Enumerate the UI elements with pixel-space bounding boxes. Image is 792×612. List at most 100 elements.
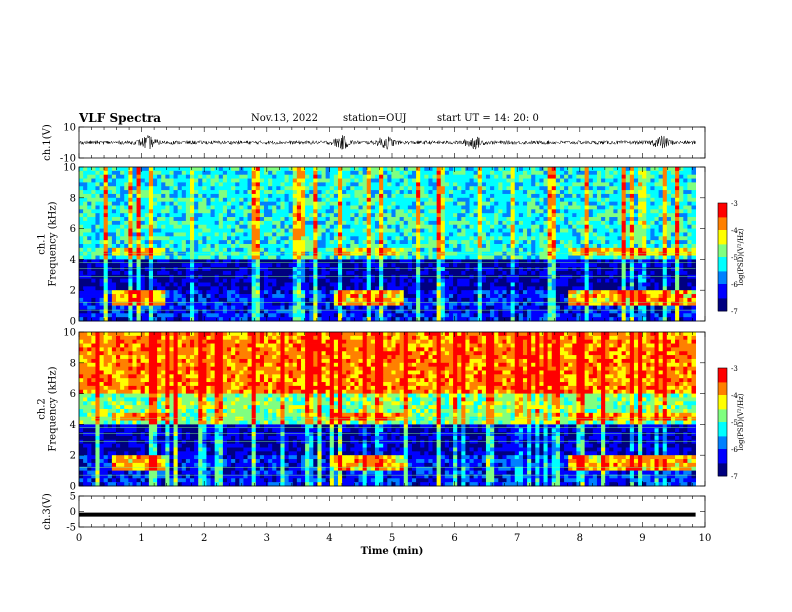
spectrogram-cell bbox=[358, 236, 364, 241]
spectrogram-cell bbox=[473, 178, 479, 183]
spectrogram-cell bbox=[588, 270, 594, 276]
spectrogram-cell bbox=[576, 232, 581, 237]
spectrogram-cell bbox=[642, 201, 647, 206]
spectrogram-cell bbox=[683, 186, 688, 191]
spectrogram-cell bbox=[346, 205, 351, 210]
spectrogram-cell bbox=[263, 240, 269, 245]
spectrogram-cell bbox=[638, 178, 643, 183]
spectrogram-cell bbox=[469, 232, 475, 237]
spectrogram-cell bbox=[362, 240, 368, 245]
spectrogram-cell bbox=[144, 267, 150, 272]
spectrogram-cell bbox=[173, 282, 179, 287]
spectrogram-cell bbox=[333, 167, 339, 172]
spectrogram-cell bbox=[646, 244, 651, 249]
spectrogram-cell bbox=[99, 294, 105, 299]
spectrogram-cell bbox=[547, 178, 553, 183]
spectrogram-cell bbox=[650, 270, 655, 276]
spectrogram-cell bbox=[633, 205, 639, 210]
spectrogram-cell bbox=[576, 205, 581, 210]
spectrogram-cell bbox=[440, 270, 446, 276]
spectrogram-cell bbox=[543, 236, 549, 241]
spectrogram-cell bbox=[157, 263, 162, 268]
spectrogram-cell bbox=[300, 205, 306, 210]
spectrogram-cell bbox=[358, 197, 364, 203]
spectrogram-cell bbox=[469, 182, 475, 187]
spectrogram-cell bbox=[613, 263, 618, 268]
spectrogram-cell bbox=[424, 247, 429, 253]
spectrogram-cell bbox=[494, 270, 499, 276]
spectrogram-cell bbox=[120, 217, 125, 222]
spectrogram-cell bbox=[498, 263, 503, 268]
spectrogram-cell bbox=[189, 259, 195, 264]
spectrogram-cell bbox=[617, 186, 623, 191]
spectrogram-cell bbox=[670, 197, 676, 203]
spectrogram-cell bbox=[165, 170, 170, 176]
spectrogram-cell bbox=[625, 240, 631, 245]
spectrogram-cell bbox=[148, 247, 154, 253]
spectrogram-cell bbox=[584, 259, 590, 264]
spectrogram-cell bbox=[152, 263, 158, 268]
spectrogram-cell bbox=[272, 286, 277, 291]
spectrogram-cell bbox=[87, 170, 92, 176]
spectrogram-cell bbox=[317, 236, 322, 241]
spectrogram-cell bbox=[284, 209, 290, 214]
spectrogram-cell bbox=[420, 247, 425, 253]
spectrogram-cell bbox=[416, 236, 421, 241]
spectrogram-cell bbox=[531, 228, 536, 233]
spectrogram-cell bbox=[272, 217, 277, 222]
spectrogram-cell bbox=[481, 178, 487, 183]
spectrogram-cell bbox=[551, 213, 557, 218]
spectrogram-cell bbox=[263, 263, 269, 268]
spectrogram-cell bbox=[485, 259, 491, 264]
spectrogram-cell bbox=[403, 174, 409, 179]
spectrogram-cell bbox=[95, 228, 100, 233]
spectrogram-cell bbox=[128, 232, 133, 237]
spectrogram-cell bbox=[646, 197, 651, 203]
spectrogram-cell bbox=[247, 244, 253, 249]
spectrogram-cell bbox=[231, 244, 236, 249]
spectrogram-cell bbox=[428, 217, 433, 222]
spectrogram-cell bbox=[650, 186, 655, 191]
spectrogram-cell bbox=[448, 186, 454, 191]
spectrogram-cell bbox=[461, 232, 466, 237]
spectrogram-cell bbox=[354, 186, 359, 191]
spectrogram-cell bbox=[128, 286, 133, 291]
spectrogram-cell bbox=[592, 209, 598, 214]
spectrogram-cell bbox=[268, 209, 273, 214]
spectrogram-cell bbox=[321, 244, 327, 249]
spectrogram-cell bbox=[494, 190, 499, 195]
spectrogram-cell bbox=[506, 193, 512, 199]
spectrogram-cell bbox=[564, 251, 569, 256]
spectrogram-cell bbox=[687, 201, 692, 206]
spectrogram-cell bbox=[116, 240, 121, 245]
spectrogram-cell bbox=[407, 282, 413, 287]
spectrogram-cell bbox=[387, 240, 392, 245]
spectrogram-cell bbox=[666, 274, 672, 280]
spectrogram-cell bbox=[255, 220, 261, 226]
spectrogram-cell bbox=[243, 197, 248, 203]
spectrogram-cell bbox=[272, 263, 277, 268]
spectrogram-cell bbox=[152, 174, 158, 179]
spectrogram-cell bbox=[535, 282, 540, 287]
spectrogram-cell bbox=[568, 232, 573, 237]
spectrogram-cell bbox=[650, 174, 655, 179]
spectrogram-cell bbox=[662, 201, 668, 206]
spectrogram-cell bbox=[317, 220, 322, 226]
spectrogram-cell bbox=[185, 282, 191, 287]
spectrogram-cell bbox=[411, 282, 417, 287]
spectrogram-cell bbox=[679, 255, 684, 260]
spectrogram-cell bbox=[370, 259, 376, 264]
spectrogram-cell bbox=[370, 170, 376, 176]
spectrogram-cell bbox=[194, 209, 199, 214]
spectrogram-cell bbox=[116, 193, 121, 199]
spectrogram-cell bbox=[399, 205, 405, 210]
spectrogram-cell bbox=[383, 220, 388, 226]
spectrogram-cell bbox=[132, 278, 137, 283]
spectrogram-cell bbox=[457, 220, 462, 226]
spectrogram-cell bbox=[662, 178, 668, 183]
spectrogram-cell bbox=[296, 290, 302, 295]
spectrogram-cell bbox=[588, 190, 594, 195]
spectrogram-cell bbox=[428, 205, 433, 210]
spectrogram-cell bbox=[580, 167, 586, 172]
spectrogram-cell bbox=[658, 174, 664, 179]
